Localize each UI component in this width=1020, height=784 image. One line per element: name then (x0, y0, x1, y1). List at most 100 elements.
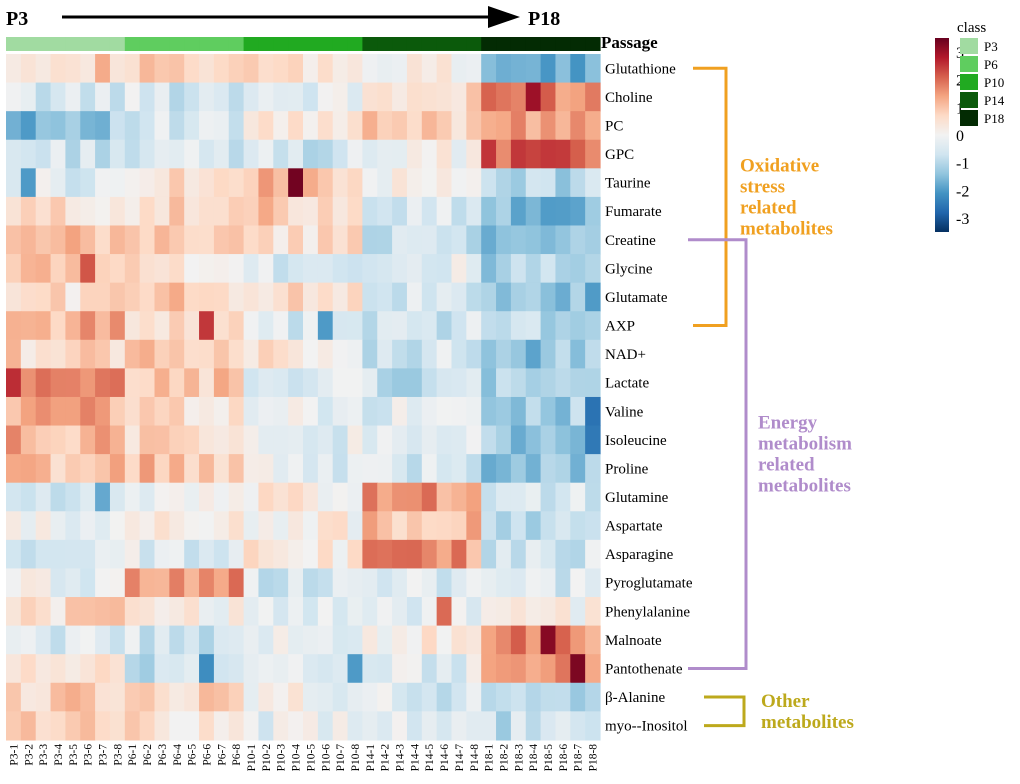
heatmap-cell (555, 311, 571, 341)
heatmap-cell (347, 711, 363, 741)
heatmap-cell (50, 168, 66, 198)
heatmap-cell (392, 311, 408, 341)
heatmap-cell (347, 254, 363, 284)
heatmap-cell (80, 482, 96, 512)
column-label: P6-5 (187, 744, 199, 766)
heatmap-cell (80, 82, 96, 112)
heatmap-cell (80, 511, 96, 541)
heatmap-cell (496, 311, 512, 341)
heatmap-cell (481, 196, 497, 227)
heatmap-cell (50, 368, 66, 398)
heatmap-cell (570, 311, 586, 341)
column-label: P3-3 (38, 744, 50, 766)
heatmap-cell (466, 482, 482, 512)
heatmap-cell (347, 597, 363, 627)
heatmap-cell (362, 196, 378, 227)
heatmap-cell (303, 625, 319, 655)
column-label: P3-8 (112, 744, 124, 766)
heatmap-cell (525, 111, 542, 141)
heatmap-cell (555, 282, 571, 312)
heatmap-cell (317, 682, 334, 712)
heatmap-cell (124, 254, 141, 284)
heatmap-cell (273, 539, 289, 570)
heatmap-cell (555, 168, 571, 198)
heatmap-cell (65, 311, 81, 341)
heatmap-cell (451, 654, 467, 684)
heatmap-cell (35, 168, 52, 198)
heatmap-cell (406, 311, 423, 341)
heatmap-cell (451, 139, 467, 169)
heatmap-cell (421, 111, 438, 141)
heatmap-cell (362, 82, 378, 112)
heatmap-cell (35, 654, 52, 684)
heatmap-cell (347, 82, 363, 112)
heatmap-cell (184, 82, 200, 112)
heatmap-cell (199, 568, 215, 598)
heatmap-cell (362, 625, 378, 655)
heatmap-cell (496, 654, 512, 684)
heatmap-cell (213, 254, 230, 284)
heatmap-cell (585, 396, 601, 427)
heatmap-cell (139, 711, 156, 741)
heatmap-cell (525, 254, 542, 284)
heatmap-cell (258, 254, 274, 284)
row-label: Aspartate (605, 519, 663, 535)
heatmap-cell (406, 282, 423, 312)
heatmap-cell (555, 368, 571, 398)
heatmap-cell (199, 111, 215, 141)
heatmap-cell (377, 482, 393, 512)
heatmap-cell (243, 54, 260, 84)
heatmap-cell (35, 82, 52, 112)
heatmap-cell (570, 568, 586, 598)
heatmap-cell (510, 454, 527, 484)
heatmap-cell (288, 711, 304, 741)
heatmap-cell (95, 654, 111, 684)
heatmap-cell (95, 254, 111, 284)
heatmap-cell (80, 139, 96, 169)
row-label: Pyroglutamate (605, 576, 693, 592)
heatmap-cell (481, 282, 497, 312)
heatmap-cell (510, 539, 527, 570)
column-label: P3-1 (8, 744, 20, 766)
heatmap-cell (540, 682, 557, 712)
heatmap-cell (570, 482, 586, 512)
heatmap-cell (510, 225, 527, 255)
heatmap-cell (124, 82, 141, 112)
passage-cell (303, 37, 319, 51)
column-label: P10-6 (320, 744, 332, 772)
heatmap-cell (65, 54, 81, 84)
column-label: P14-2 (380, 744, 392, 772)
heatmap-cell (421, 82, 438, 112)
passage-cell (481, 37, 497, 51)
heatmap-cell (510, 711, 527, 741)
heatmap-cell (95, 454, 111, 484)
heatmap-cell (570, 597, 586, 627)
heatmap-cell (6, 82, 22, 112)
heatmap-cell (184, 511, 200, 541)
heatmap-cell (243, 454, 260, 484)
heatmap-cell (35, 196, 52, 227)
heatmap-cell (80, 654, 96, 684)
heatmap-cell (317, 82, 334, 112)
row-label: Pantothenate (605, 661, 683, 677)
column-label: P10-1 (246, 744, 258, 772)
heatmap-cell (481, 568, 497, 598)
column-label: P14-1 (365, 744, 377, 772)
passage-cell (406, 37, 423, 51)
heatmap-cell (525, 368, 542, 398)
heatmap-cell (139, 282, 156, 312)
heatmap-cell (421, 625, 438, 655)
heatmap-cell (6, 111, 22, 141)
heatmap-cell (510, 254, 527, 284)
heatmap-cell (436, 568, 453, 598)
heatmap-cell (288, 654, 304, 684)
heatmap-cell (570, 225, 586, 255)
heatmap-cell (585, 625, 601, 655)
heatmap-cell (421, 425, 438, 455)
row-label: Choline (605, 90, 653, 106)
heatmap-cell (184, 539, 200, 570)
heatmap-cell (481, 482, 497, 512)
heatmap-cell (525, 597, 542, 627)
heatmap-cell (50, 111, 66, 141)
heatmap-cell (109, 539, 126, 570)
